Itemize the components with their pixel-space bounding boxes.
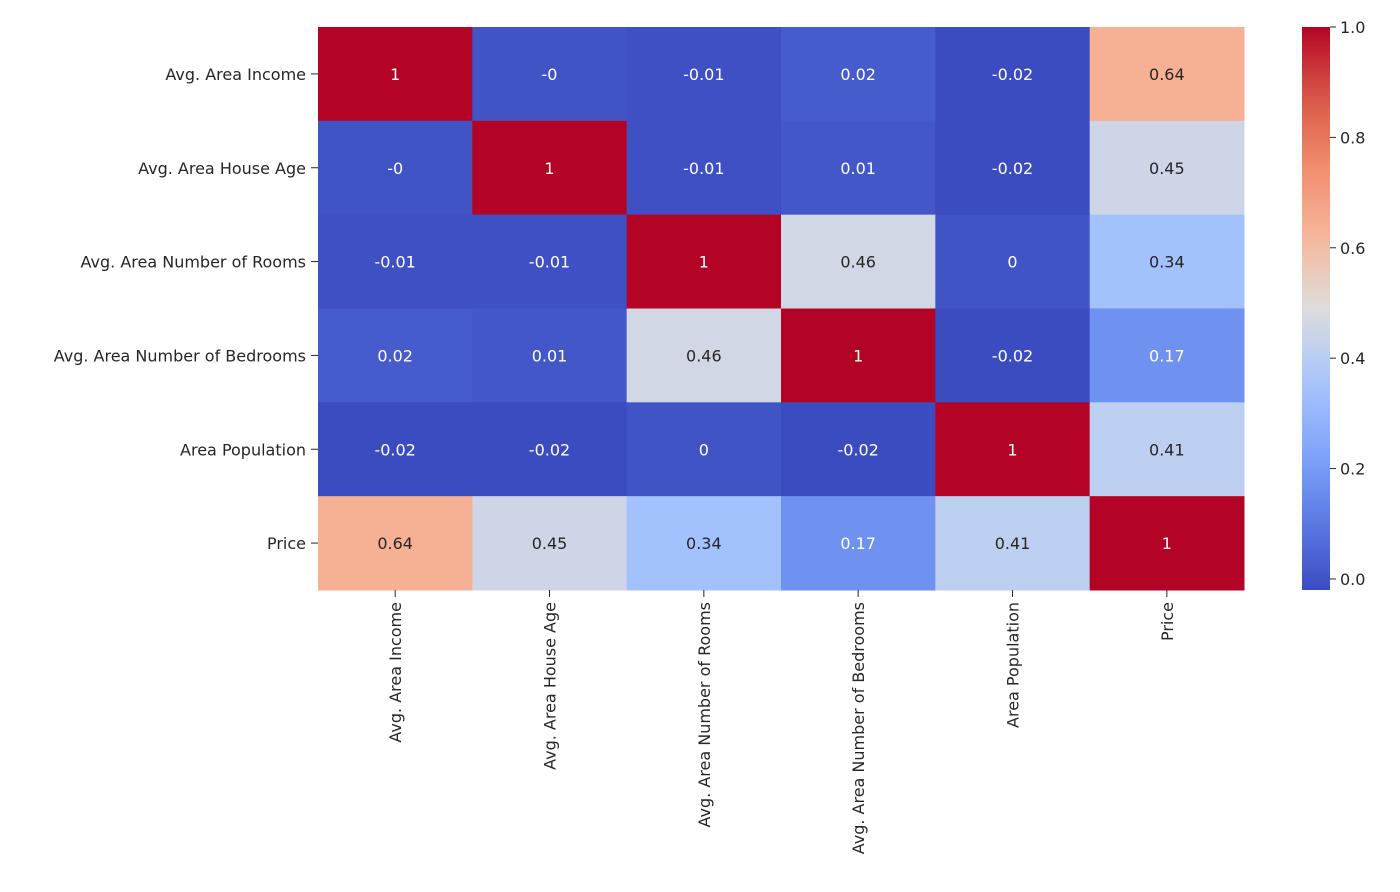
heatmap-cell [626,496,782,591]
heatmap-cell [935,27,1091,122]
cell-annotation: 0.02 [840,65,876,84]
cell-annotation: 0.01 [532,346,568,365]
heatmap-cell [1089,308,1245,403]
heatmap-cell [472,308,628,403]
heatmap-cell [472,120,628,216]
cell-annotation: 0.34 [686,534,722,553]
cell-annotation: 1 [1007,440,1017,459]
heatmap-cell [1089,27,1245,122]
cell-annotation: 0.45 [532,534,568,553]
cell-annotation: -0.02 [992,159,1033,178]
heatmap-cell [935,120,1091,216]
x-tick-label: Area Population [1004,602,1023,728]
cell-annotation: 0.17 [840,534,876,553]
cell-annotation: 0.45 [1149,159,1185,178]
cell-annotation: 0.64 [1149,65,1185,84]
heatmap-cell [318,120,473,216]
cell-annotation: 1 [853,346,863,365]
heatmap-cell [781,27,936,122]
cell-annotation: -0 [387,159,403,178]
heatmap-cell [318,496,473,591]
cell-annotation: 0.17 [1149,346,1185,365]
cell-annotation: -0.01 [374,253,415,272]
heatmap-cell [1089,214,1245,309]
colorbar-tick-label: 1.0 [1340,18,1365,37]
cell-annotation: 0.02 [377,346,413,365]
colorbar-tick-label: 0.0 [1340,570,1365,589]
heatmap-cell [626,27,782,122]
cell-annotation: 1 [544,159,554,178]
heatmap-cell [1089,496,1245,591]
x-tick-label: Price [1158,602,1177,641]
cell-annotation: 0.41 [1149,440,1185,459]
heatmap-cell [935,214,1091,309]
y-tick-label: Avg. Area House Age [138,159,306,178]
cell-annotation: 0 [1007,253,1017,272]
y-tick-label: Avg. Area Number of Bedrooms [54,346,306,365]
heatmap-cell [472,402,628,497]
cell-annotation: 0.34 [1149,253,1185,272]
heatmap-cell [935,402,1091,497]
cell-annotation: 1 [699,253,709,272]
heatmap-cell [781,120,936,216]
colorbar-tick-label: 0.4 [1340,349,1365,368]
y-axis-labels: Avg. Area Income Avg. Area House Age Avg. … [54,65,318,553]
y-tick-label: Area Population [180,440,306,459]
heatmap-cell [935,308,1091,403]
heatmap-cell [472,214,628,309]
cell-annotation: 1 [390,65,400,84]
heatmap-cell [472,496,628,591]
cell-annotation: -0.02 [837,440,878,459]
cell-annotation: -0.02 [992,65,1033,84]
x-tick-label: Avg. Area House Age [541,602,560,770]
heatmap-cell [781,402,936,497]
heatmap-cell [935,496,1091,591]
cell-annotation: -0.01 [683,65,724,84]
heatmap-cell [472,27,628,122]
cell-annotation: -0 [542,65,558,84]
y-tick-label: Avg. Area Number of Rooms [81,253,306,272]
heatmap-cell [781,214,936,309]
heatmap-cell [781,308,936,403]
cell-annotation: 0 [699,440,709,459]
heatmap-cell [626,402,782,497]
heatmap-cell [318,308,473,403]
cell-annotation: 0.46 [840,253,876,272]
cell-annotation: 0.01 [840,159,876,178]
heatmap-cell [626,214,782,309]
colorbar: 0.0 0.2 0.4 0.6 0.8 1.0 [1302,18,1365,590]
heatmap-cell [318,214,473,309]
cell-annotation: -0.02 [374,440,415,459]
colorbar-tick-label: 0.8 [1340,128,1365,147]
cell-annotation: -0.02 [529,440,570,459]
y-tick-label: Avg. Area Income [165,65,306,84]
x-tick-label: Avg. Area Number of Bedrooms [849,602,868,854]
cell-annotation: 0.46 [686,346,722,365]
heatmap-cell [781,496,936,591]
heatmap-cell [1089,120,1245,216]
x-axis-labels: Avg. Area Income Avg. Area House Age Avg. … [386,590,1177,854]
colorbar-tick-label: 0.6 [1340,239,1365,258]
colorbar-tick-label: 0.2 [1340,460,1365,479]
cell-annotation: -0.01 [529,253,570,272]
x-tick-label: Avg. Area Number of Rooms [695,602,714,827]
heatmap-cell [318,27,473,122]
cell-annotation: 0.64 [377,534,413,553]
cell-annotation: -0.02 [992,346,1033,365]
heatmap-cell [626,308,782,403]
cell-annotation: 0.41 [995,534,1031,553]
cell-annotation: 1 [1162,534,1172,553]
heatmap-cell [1089,402,1245,497]
heatmap-cells: 1 -0 -0.01 0.02 -0.02 0.64 -0 1 -0.01 0.01 -0.02 0.… [318,27,1245,591]
y-tick-label: Price [267,534,306,553]
heatmap-cell [626,120,782,216]
cell-annotation: -0.01 [683,159,724,178]
heatmap-cell [318,402,473,497]
x-tick-label: Avg. Area Income [386,602,405,743]
colorbar-gradient [1302,27,1330,590]
